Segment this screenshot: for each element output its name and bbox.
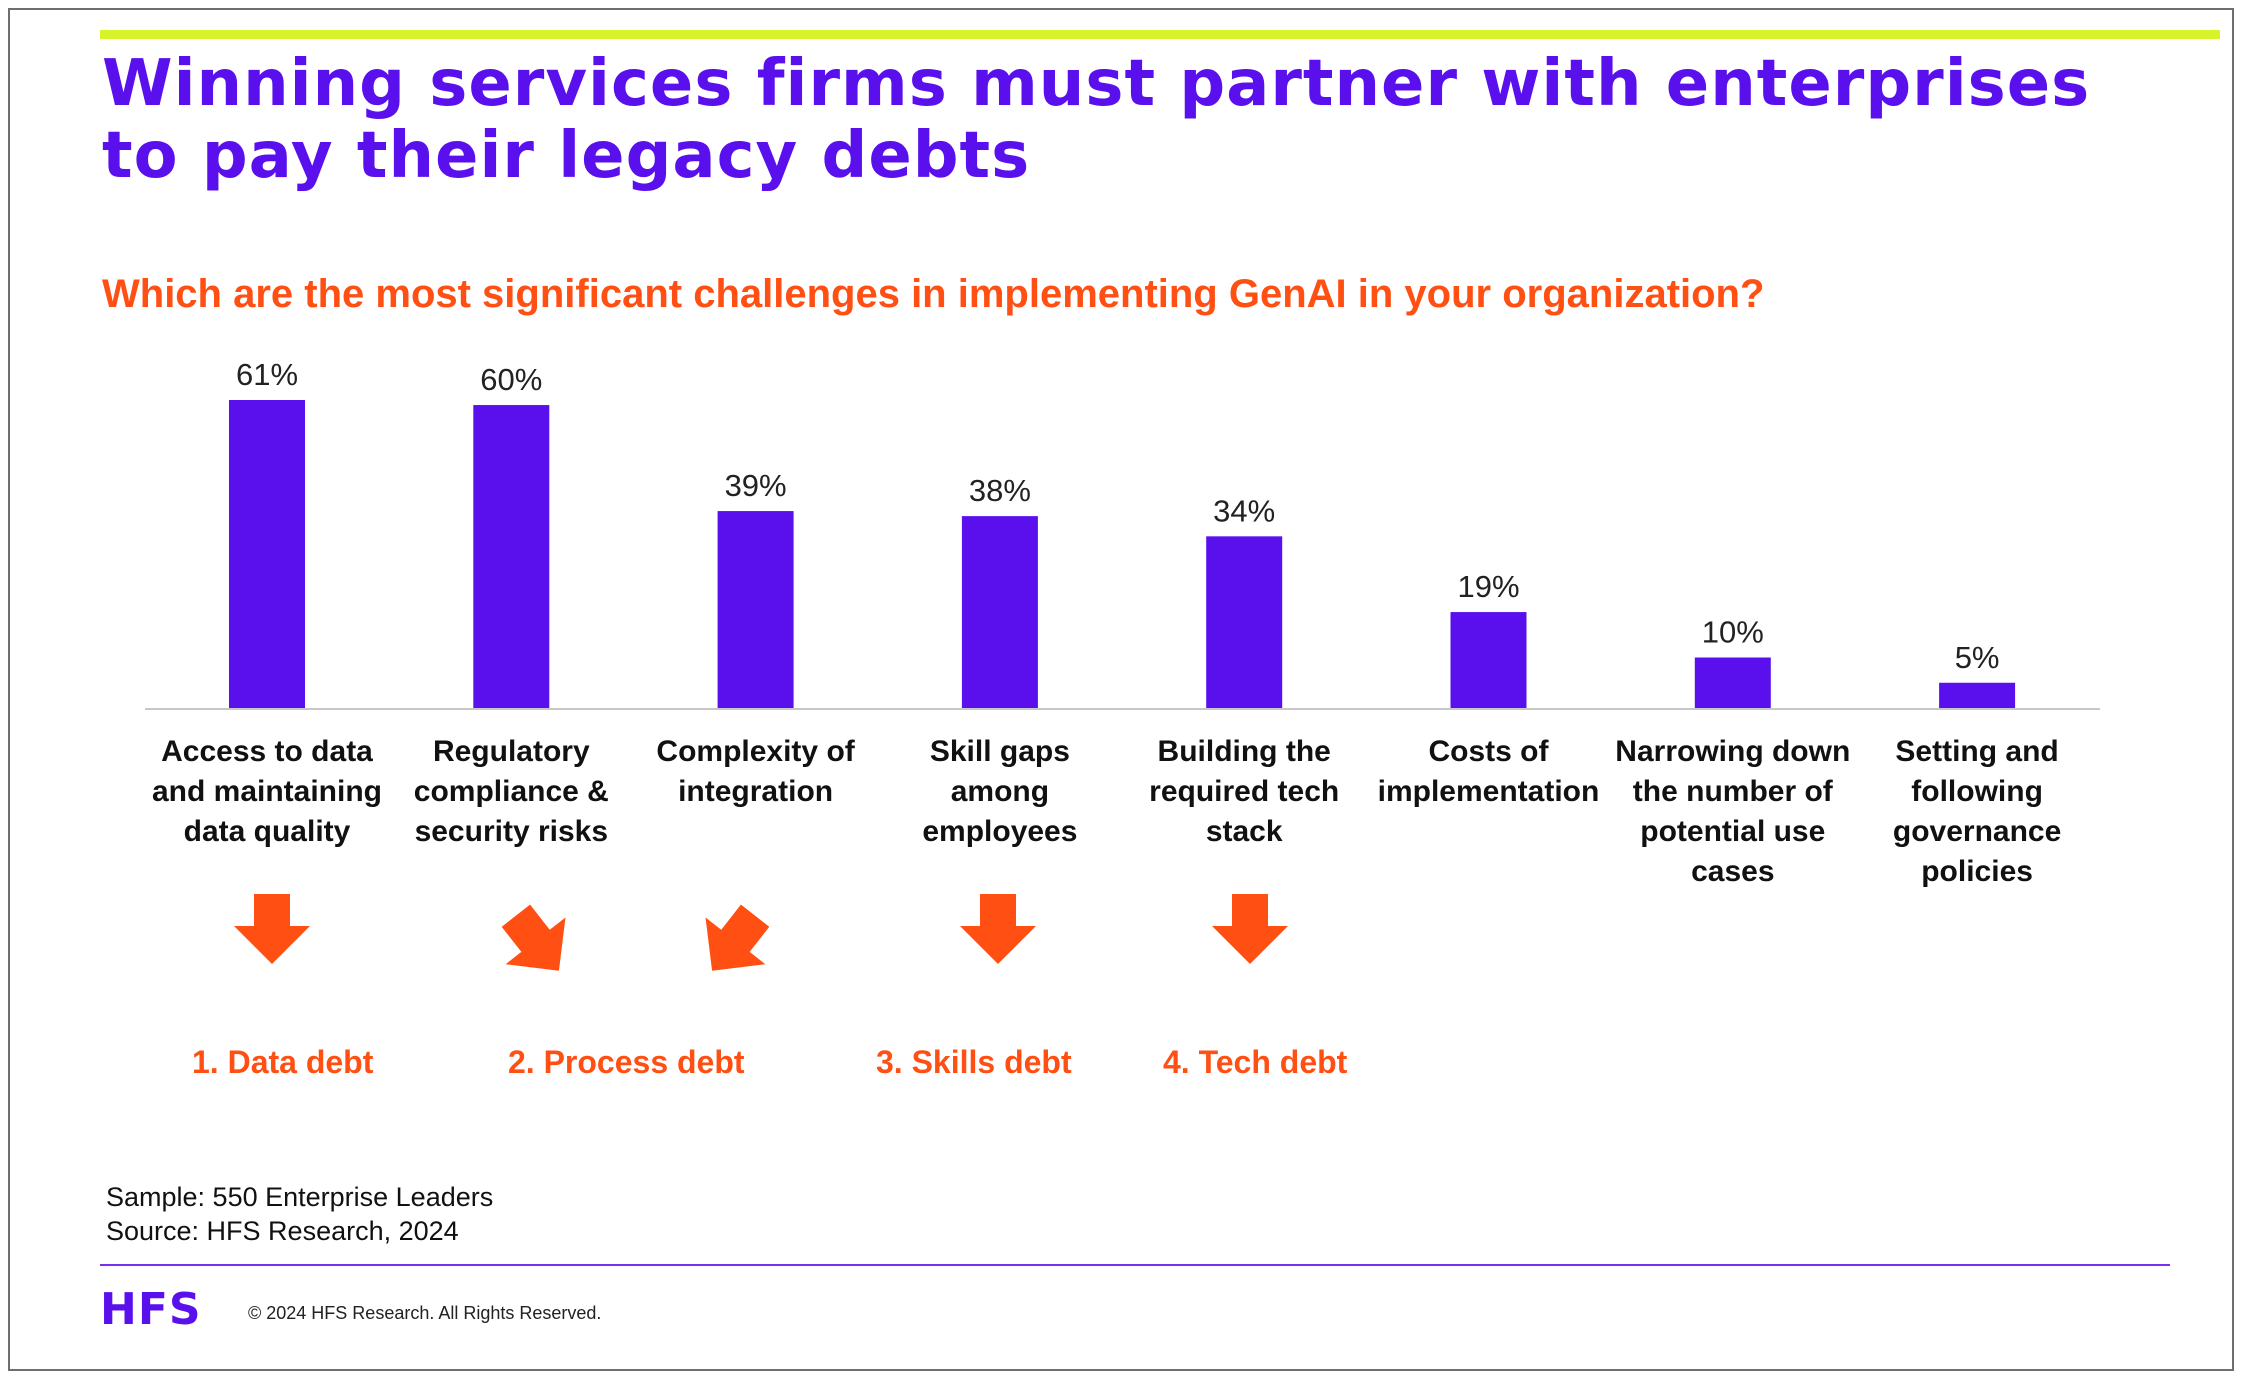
debt-label: 4. Tech debt xyxy=(1163,1044,1348,1080)
slide-frame xyxy=(8,8,2234,1371)
arrow-down-right-icon xyxy=(501,904,566,971)
top-accent-bar xyxy=(100,30,2220,39)
source-note: Source: HFS Research, 2024 xyxy=(106,1216,459,1246)
category-label: Narrowing down the number of potential u… xyxy=(1615,735,1851,888)
category-label: Building the required tech stack xyxy=(1149,735,1340,848)
survey-question: Which are the most significant challenge… xyxy=(102,272,1765,316)
slide-title: Winning services firms must partner with… xyxy=(102,47,2091,193)
category-label: Skill gaps among employees xyxy=(922,735,1078,848)
debt-label: 3. Skills debt xyxy=(876,1044,1072,1080)
sample-note: Sample: 550 Enterprise Leaders xyxy=(106,1182,494,1212)
copyright-text: © 2024 HFS Research. All Rights Reserved… xyxy=(248,1303,602,1323)
category-label: Regulatory compliance & security risks xyxy=(413,735,609,848)
arrow-down-left-icon xyxy=(705,904,770,971)
arrow-down-icon xyxy=(1212,894,1288,964)
debt-label: 1. Data debt xyxy=(192,1044,374,1080)
category-label: Costs of implementation xyxy=(1377,735,1600,808)
category-label: Setting and following governance policie… xyxy=(1892,735,2062,888)
arrow-down-icon xyxy=(234,894,310,964)
debt-label: 2. Process debt xyxy=(508,1044,745,1080)
category-label: Access to data and maintaining data qual… xyxy=(151,735,382,848)
chart-notes: Sample: 550 Enterprise Leaders Source: H… xyxy=(106,1180,493,1248)
category-label: Complexity of integration xyxy=(656,735,855,808)
arrow-down-icon xyxy=(960,894,1036,964)
hfs-logo: HFS xyxy=(100,1284,202,1335)
footer-divider xyxy=(100,1264,2170,1266)
